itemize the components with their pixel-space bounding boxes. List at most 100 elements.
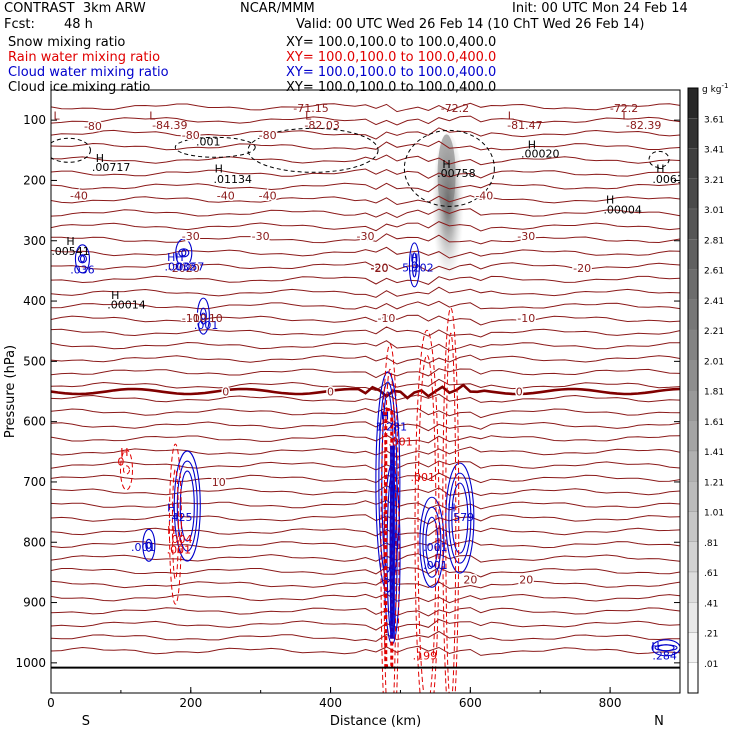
temperature-contour-label: 10 xyxy=(212,476,226,489)
contour-annotation: H xyxy=(111,289,119,302)
temperature-contour-label: 0 xyxy=(222,386,229,399)
colorbar-swatch xyxy=(687,390,699,421)
temperature-contour xyxy=(51,127,680,140)
cloud-water-contour xyxy=(451,482,469,554)
rain-contour xyxy=(380,343,400,693)
colorbar-swatch xyxy=(687,87,699,119)
temperature-contour xyxy=(51,326,680,338)
x-tick-label: 0 xyxy=(47,696,55,710)
colorbar-label: 1.01 xyxy=(704,509,724,519)
colorbar-swatch xyxy=(687,450,699,482)
rain-contour xyxy=(171,468,179,580)
rain-contour xyxy=(168,443,182,605)
temperature-contour xyxy=(51,233,680,245)
y-tick-label: 1000 xyxy=(15,656,46,670)
cloud-water-contour xyxy=(200,312,206,320)
cloud-water-contour xyxy=(79,255,85,263)
colorbar-swatch xyxy=(687,420,699,452)
x-tick-label: 800 xyxy=(599,696,622,710)
contour-annotation: .001 xyxy=(388,436,413,449)
temperature-contour xyxy=(51,472,680,484)
temperature-contour xyxy=(51,261,680,272)
cloud-water-contour xyxy=(173,450,201,562)
legend-cloud-water-xy: XY= 100.0,100.0 to 100.0,400.0 xyxy=(286,65,497,80)
center-label: NCAR/MMM xyxy=(240,1,315,16)
contour-annotation: -82.39 xyxy=(626,119,661,132)
colorbar-swatch xyxy=(687,118,699,149)
contour-annotation: .001 xyxy=(167,543,192,556)
cloud-water-contour xyxy=(408,242,420,288)
x-tick-label: 400 xyxy=(319,696,342,710)
colorbar-swatch xyxy=(687,329,699,361)
contour-annotation: H xyxy=(381,410,389,423)
y-tick-label: 200 xyxy=(23,173,46,187)
contour-annotation: HH xyxy=(167,251,184,264)
colorbar-swatch xyxy=(687,208,699,240)
contour-annotation: H xyxy=(410,252,418,265)
contour-annotation: .001 xyxy=(194,319,219,332)
contour-annotation: .00717 xyxy=(92,161,131,174)
contour-annotation: L xyxy=(149,109,156,122)
temperature-contour xyxy=(51,618,680,631)
contour-annotation: -82.03 xyxy=(304,119,339,132)
temperature-contour xyxy=(51,407,680,419)
colorbar-swatch xyxy=(687,360,699,391)
y-tick-label: 300 xyxy=(23,234,46,248)
contour-annotation: .001 xyxy=(411,471,436,484)
rain-contour xyxy=(414,329,440,693)
contour-annotation: L xyxy=(54,109,61,122)
contour-annotation: L xyxy=(622,109,629,122)
rain-contour xyxy=(119,449,133,491)
y-axis-label: Pressure (hPa) xyxy=(3,345,18,438)
cloud-water-contour xyxy=(651,639,680,657)
contour-annotation: .00004 xyxy=(603,203,642,216)
legend-cloud-ice: Cloud ice mixing ratio xyxy=(8,80,151,95)
contour-annotation: H xyxy=(442,158,450,171)
cloud-water-contour xyxy=(448,472,472,564)
temperature-contour-label: -20 xyxy=(182,262,200,275)
temperature-contour-label: 20 xyxy=(519,574,533,587)
contour-annotation: .001 xyxy=(131,541,156,554)
temperature-contour xyxy=(51,208,680,218)
contour-annotation: -10 xyxy=(189,312,207,325)
contour-annotation: H xyxy=(215,162,223,175)
temperature-contour xyxy=(51,446,680,458)
colorbar-swatch xyxy=(687,269,699,300)
temperature-contour-label: -40 xyxy=(217,190,235,203)
contour-annotation: .199 xyxy=(413,650,438,663)
y-tick-label: 900 xyxy=(23,596,46,610)
y-tick-label: 700 xyxy=(23,475,46,489)
temperature-contour xyxy=(51,593,680,604)
cloud-ice-contour xyxy=(174,136,256,158)
colorbar-label: 3.61 xyxy=(704,115,724,125)
contour-annotation: H xyxy=(528,138,536,151)
legend-rain-xy: XY= 100.0,100.0 to 100.0,400.0 xyxy=(286,50,497,65)
colorbar-label: 3.01 xyxy=(704,206,724,216)
colorbar-frame xyxy=(687,87,699,694)
cloud-water-contour xyxy=(181,249,187,257)
colorbar-swatch xyxy=(687,511,699,542)
contour-annotation: .00541 xyxy=(51,245,90,258)
contour-annotation: H xyxy=(447,501,455,514)
temperature-contour xyxy=(51,434,680,444)
cloud-water-contour xyxy=(74,244,90,274)
contour-annotation: H xyxy=(96,152,104,165)
temperature-contour-label: -10 xyxy=(377,312,395,325)
freezing-level-contour xyxy=(51,383,680,400)
temperature-contour xyxy=(51,115,680,126)
contour-annotation: .579 xyxy=(450,511,475,524)
temperature-contour xyxy=(51,182,680,193)
x-tick-label: 200 xyxy=(179,696,202,710)
colorbar-label: .21 xyxy=(704,630,718,640)
x-axis-label: Distance (km) xyxy=(330,714,421,729)
temperature-contour xyxy=(51,514,680,525)
temperature-contour xyxy=(51,300,680,310)
contour-annotation: -84.39 xyxy=(152,119,187,132)
temperature-contour xyxy=(51,499,680,511)
cloud-ice-contour xyxy=(51,137,91,163)
colorbar-label: 3.41 xyxy=(704,146,724,156)
temperature-contour xyxy=(51,314,680,326)
colorbar-label: 1.21 xyxy=(704,478,724,488)
temperature-contour-label: -20 xyxy=(168,262,186,275)
